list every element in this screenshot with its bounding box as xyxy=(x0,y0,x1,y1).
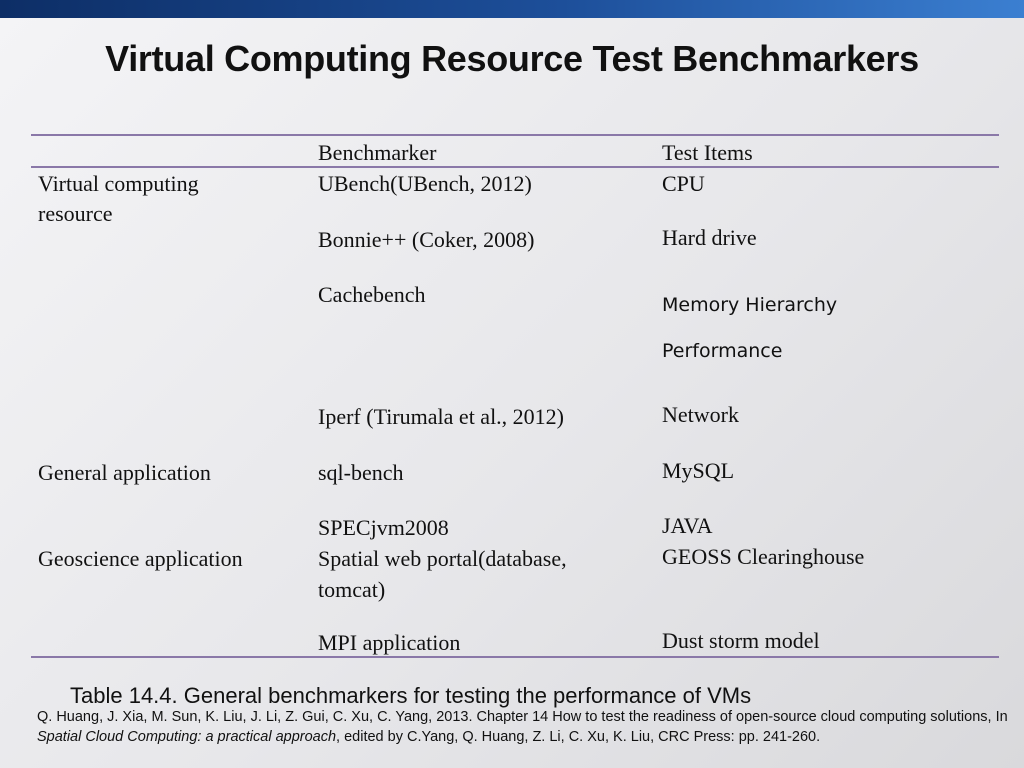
header-benchmarker: Benchmarker xyxy=(318,140,437,165)
citation: Q. Huang, J. Xia, M. Sun, K. Liu, J. Li,… xyxy=(37,707,1012,747)
table-caption: Table 14.4. General benchmarkers for tes… xyxy=(70,683,752,708)
benchmarker-iperf: Iperf (Tirumala et al., 2012) xyxy=(318,404,565,429)
header-test-items: Test Items xyxy=(662,140,753,165)
test-item-geoss: GEOSS Clearinghouse xyxy=(662,544,865,569)
test-item-cpu: CPU xyxy=(662,171,705,196)
category-virtual-computing: Virtual computing xyxy=(38,171,199,196)
category-geoscience-application: Geoscience application xyxy=(38,546,243,571)
test-item-hard-drive: Hard drive xyxy=(662,225,757,250)
benchmarker-sql-bench: sql-bench xyxy=(318,460,404,485)
category-virtual-computing-cont: resource xyxy=(38,201,113,226)
benchmarker-cachebench: Cachebench xyxy=(318,282,426,307)
citation-publisher: , edited by C.Yang, Q. Huang, Z. Li, C. … xyxy=(336,729,821,745)
table-bottom-rule xyxy=(31,656,999,658)
citation-book-title: Spatial Cloud Computing: a practical app… xyxy=(37,729,337,745)
benchmarker-ubench: UBench(UBench, 2012) xyxy=(318,171,532,196)
citation-authors: Q. Huang, J. Xia, M. Sun, K. Liu, J. Li,… xyxy=(37,709,1008,725)
test-item-memory-hierarchy: Memory Hierarchy xyxy=(662,294,838,316)
test-item-mysql: MySQL xyxy=(662,458,735,483)
test-item-dust-storm: Dust storm model xyxy=(662,628,820,653)
slide-title: Virtual Computing Resource Test Benchmar… xyxy=(105,38,919,79)
test-item-memory-performance: Performance xyxy=(662,340,783,362)
benchmarker-spatial-web-portal-cont: tomcat) xyxy=(318,577,386,602)
category-general-application: General application xyxy=(38,460,211,485)
table-header-rule xyxy=(31,166,999,168)
benchmarker-spatial-web-portal: Spatial web portal(database, xyxy=(318,546,567,571)
test-item-network: Network xyxy=(662,402,739,427)
top-banner xyxy=(0,0,1024,18)
benchmarker-specjvm: SPECjvm2008 xyxy=(318,515,449,540)
benchmarker-bonnie: Bonnie++ (Coker, 2008) xyxy=(318,227,535,252)
benchmarker-mpi: MPI application xyxy=(318,630,461,655)
test-item-java: JAVA xyxy=(662,513,713,538)
table-top-rule xyxy=(31,134,999,136)
